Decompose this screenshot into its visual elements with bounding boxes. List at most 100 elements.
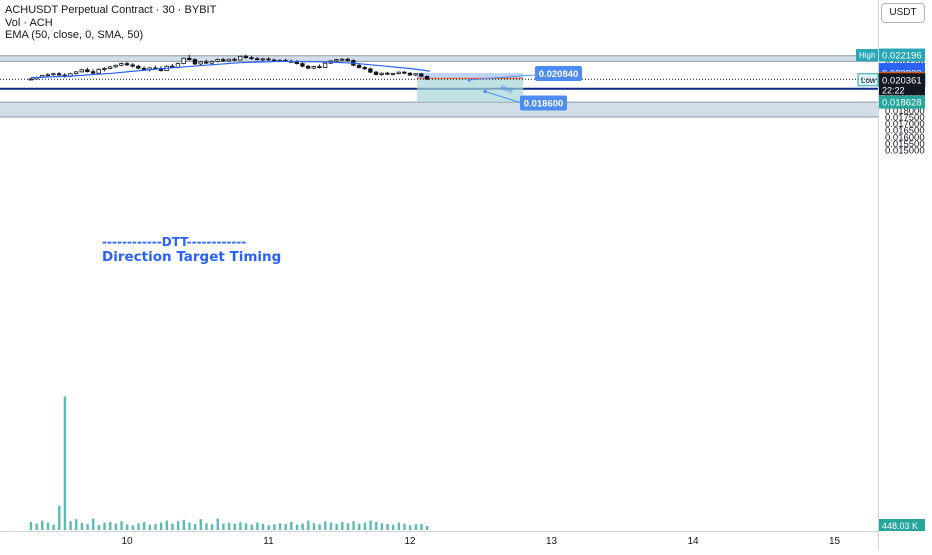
volume-bar	[397, 522, 401, 530]
volume-bar	[386, 523, 389, 530]
volume-layer	[29, 396, 429, 530]
candle-body-down	[85, 69, 90, 73]
candle-body-up	[198, 61, 203, 65]
volume-bar	[69, 521, 72, 530]
volume-bar	[86, 523, 89, 530]
candle	[249, 56, 254, 60]
candle	[305, 64, 311, 70]
candle-body-down	[317, 66, 322, 69]
candle-body-down	[136, 65, 141, 69]
volume-bar	[176, 521, 180, 530]
candle	[373, 70, 379, 76]
candle-body-down	[56, 73, 62, 76]
candle-body-down	[124, 63, 130, 66]
candle-body-up	[119, 63, 124, 66]
volume-bar	[256, 522, 259, 530]
volume-bar	[261, 523, 265, 530]
candle	[85, 67, 90, 73]
volume-bar	[142, 521, 146, 530]
candle	[119, 62, 124, 67]
candle	[113, 64, 118, 68]
candle-body-up	[379, 72, 384, 75]
volume-bar	[114, 523, 118, 530]
volume-bar	[420, 523, 423, 530]
currency-button[interactable]: USDT	[881, 3, 925, 23]
ema-legend[interactable]: EMA (50, close, 0, SMA, 50)	[5, 29, 144, 41]
candle-body-up	[73, 71, 79, 75]
candle-body-up	[226, 58, 232, 62]
volume-bar	[80, 522, 84, 530]
candle	[368, 67, 373, 74]
candle-body-down	[204, 61, 209, 64]
candle-body-down	[419, 73, 424, 77]
volume-bar	[97, 524, 101, 530]
last-price: 0.020361	[882, 75, 922, 86]
time-tick: 15	[829, 536, 841, 547]
volume-value: 448.03 K	[882, 521, 918, 531]
candle	[334, 58, 339, 63]
volume-legend[interactable]: Vol · ACH	[5, 16, 53, 29]
volume-bar	[75, 519, 78, 530]
candle-body-down	[300, 63, 305, 67]
countdown: 22:22	[882, 85, 905, 95]
candle	[107, 65, 113, 70]
stop-zone[interactable]	[417, 78, 524, 103]
target-connector	[469, 74, 536, 81]
candle-body-up	[96, 69, 101, 74]
position-tool[interactable]	[417, 73, 524, 103]
dtt-subtitle: Direction Target Timing	[102, 249, 282, 265]
candle	[317, 64, 322, 69]
volume-bar	[199, 519, 202, 530]
candle-body-up	[51, 73, 56, 76]
volume-bar	[301, 523, 304, 530]
chart-legend: ACHUSDT Perpetual Contract · 30 · BYBIT …	[5, 4, 216, 42]
price-tick: 0.016500	[885, 126, 925, 137]
dtt-annotation: ------------DTT------------ Direction Ta…	[102, 235, 281, 265]
price-axis[interactable]: 0.0220000.0215000.0210000.0205000.020000…	[856, 48, 926, 531]
candle	[192, 58, 198, 65]
candle	[322, 62, 328, 69]
candle-body-up	[45, 74, 50, 77]
volume-bar	[63, 396, 67, 530]
time-tick: 10	[121, 536, 133, 547]
candle	[356, 63, 362, 69]
candle	[232, 57, 237, 62]
price-tick: 0.018000	[885, 106, 925, 117]
candle	[215, 58, 220, 63]
volume-bar	[267, 525, 270, 530]
candle-body-up	[390, 73, 396, 75]
target-zone[interactable]	[417, 73, 524, 79]
volume-bar	[171, 523, 174, 530]
target-label: 0.020840	[539, 69, 579, 80]
candle-body-down	[385, 72, 390, 75]
candle	[45, 73, 50, 77]
time-tick: 12	[404, 536, 416, 547]
volume-bar	[392, 524, 395, 530]
volume-bar	[148, 524, 152, 530]
stop-label: 0.018600	[524, 98, 564, 109]
time-tick: 13	[546, 536, 558, 547]
volume-bar	[182, 519, 185, 530]
time-axis[interactable]: 10 11 12 13 14 15	[121, 536, 840, 547]
candle-body-down	[305, 65, 311, 69]
high-tag: High	[859, 51, 875, 60]
last-price-box	[879, 73, 925, 96]
candle-body-down	[373, 71, 379, 75]
candle	[226, 58, 232, 63]
volume-bar	[318, 524, 321, 530]
volume-bar	[205, 523, 208, 530]
symbol-title[interactable]: ACHUSDT Perpetual Contract · 30 · BYBIT	[5, 4, 217, 16]
candle	[204, 59, 209, 64]
candle	[396, 71, 401, 75]
candle	[130, 63, 135, 68]
volume-bar	[41, 520, 44, 530]
volume-bar	[154, 523, 157, 530]
target-anchor	[467, 78, 471, 82]
volume-bar	[380, 523, 384, 530]
volume-bar	[352, 521, 355, 530]
volume-bar	[312, 523, 316, 530]
candle-body-up	[237, 55, 243, 61]
